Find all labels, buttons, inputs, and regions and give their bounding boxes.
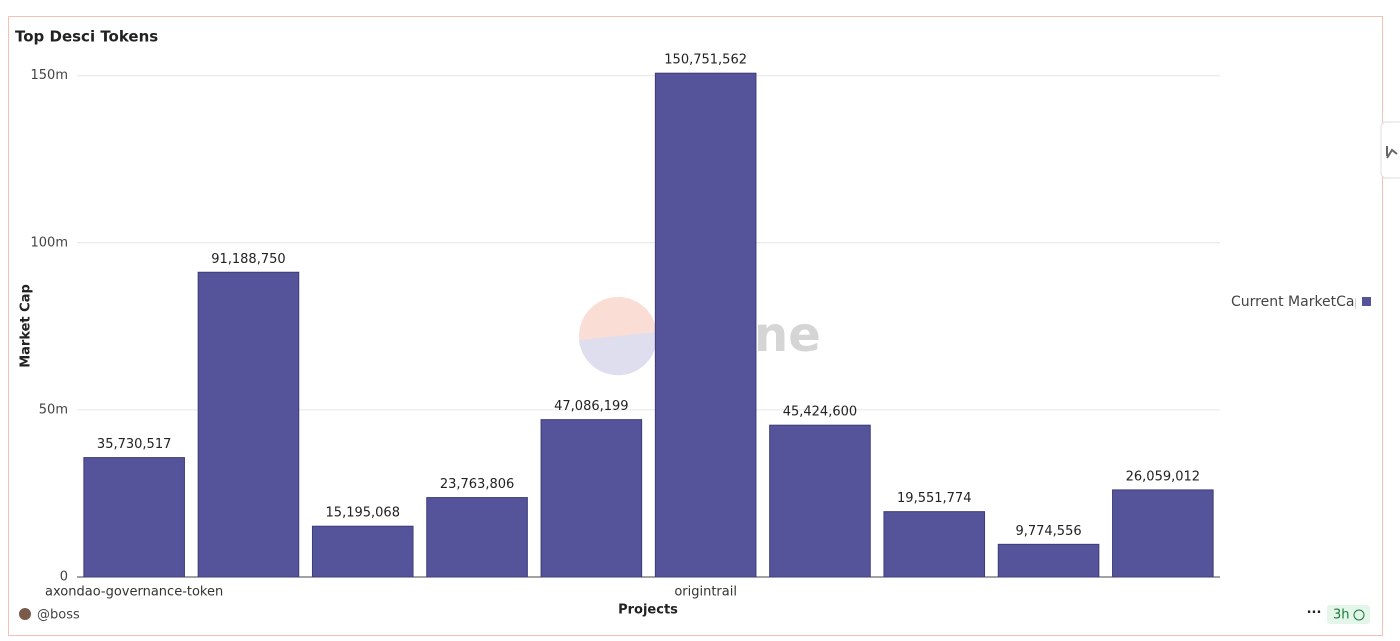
data-label: 15,195,068 — [326, 506, 400, 521]
data-label: 91,188,750 — [211, 252, 285, 267]
author[interactable]: @boss — [37, 608, 80, 623]
age: 3h — [1333, 608, 1350, 623]
bar — [83, 457, 185, 578]
y-axis-title: Market Cap — [19, 284, 34, 368]
legend-label: Current MarketCap — [1231, 294, 1364, 310]
data-label: 150,751,562 — [664, 53, 747, 68]
watermark-logo-part — [579, 332, 658, 376]
y-tick-label: 50m — [39, 402, 68, 417]
data-label: 23,763,806 — [440, 477, 514, 492]
data-label: 9,774,556 — [1015, 524, 1081, 539]
more-menu[interactable]: ··· — [1307, 606, 1322, 621]
bar — [654, 72, 757, 578]
bar — [1112, 489, 1214, 578]
check-icon — [1353, 609, 1365, 621]
data-label: 45,424,600 — [783, 405, 857, 420]
x-tick-label: origintrail — [674, 585, 737, 600]
bar — [426, 497, 528, 578]
legend-swatch — [1362, 297, 1371, 306]
y-tick-label: 0 — [60, 570, 68, 585]
bar — [197, 271, 300, 578]
side-icon — [1386, 146, 1398, 159]
chart-title: Top Desci Tokens — [15, 28, 158, 46]
bar — [997, 543, 1100, 578]
bar — [883, 511, 986, 578]
data-label: 47,086,199 — [554, 399, 628, 414]
avatar — [19, 608, 31, 620]
y-tick-label: 150m — [31, 68, 68, 83]
x-axis-title: Projects — [618, 603, 678, 618]
y-tick-label: 100m — [31, 235, 68, 250]
data-label: 35,730,517 — [97, 437, 171, 452]
side-button[interactable] — [1380, 121, 1400, 179]
data-label: 26,059,012 — [1126, 469, 1200, 484]
x-tick-label: axondao-governance-token — [45, 585, 223, 600]
data-label: 19,551,774 — [897, 491, 971, 506]
bar — [769, 424, 871, 578]
watermark-logo — [579, 297, 657, 375]
bar — [311, 525, 414, 578]
bar — [540, 419, 643, 578]
